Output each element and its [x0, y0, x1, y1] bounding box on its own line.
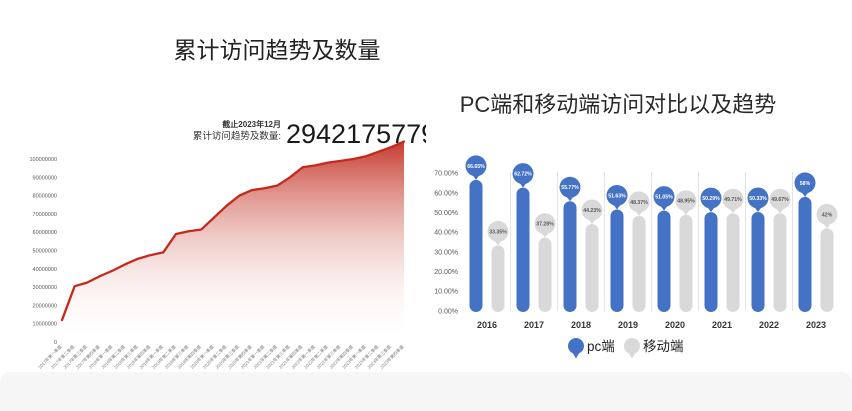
bar-mobile-2023	[820, 228, 834, 312]
total-visits-label: 累计访问趋势及数量:	[193, 130, 281, 142]
bar-mobile-2017	[538, 237, 552, 312]
value-bubble	[653, 186, 675, 208]
bar-pc-2020	[657, 210, 671, 312]
bubble-value-label: 50.33%	[749, 196, 767, 202]
y-axis-tick-label: 10000000	[33, 322, 57, 328]
bubble-value-label: 50.29%	[702, 196, 720, 202]
y-axis-tick-label: 80000000	[33, 194, 57, 200]
bubble-value-label: 51.05%	[655, 194, 673, 200]
y-axis-tick-label: 40.00%	[434, 230, 458, 237]
value-bubble	[606, 184, 628, 206]
bar-mobile-2016	[491, 245, 505, 312]
y-axis-tick-label: 100000000	[29, 157, 57, 163]
mobile-legend-marker-icon	[624, 338, 640, 354]
area-line-series	[60, 140, 406, 322]
total-visits-value: 2942175779	[286, 119, 426, 149]
bar-pc-2018	[563, 201, 577, 312]
bar-chart-plot: 0.00% 10.00% 20.00% 30.00% 40.00% 50.00% 60.00…	[434, 155, 838, 330]
bar-mobile-2018	[585, 223, 599, 312]
x-axis-year-label: 2023	[806, 320, 826, 330]
cumulative-visits-area-chart: 累计访问趋势及数量 截止2023年12月 累计访问趋势及数量: 29421757…	[29, 37, 426, 370]
bubble-value-label: 66.65%	[467, 164, 485, 170]
y-axis-tick-label: 40000000	[33, 267, 57, 273]
value-bubble	[487, 220, 509, 242]
bar-pc-2019	[610, 209, 624, 312]
value-bubble	[559, 176, 581, 198]
x-axis-year-label: 2018	[571, 320, 591, 330]
pc-legend-label: pc端	[587, 339, 615, 354]
x-axis-year-label: 2022	[759, 320, 779, 330]
value-bubble	[700, 187, 722, 209]
area-fill	[62, 141, 404, 342]
bubble-value-label: 49.71%	[724, 197, 742, 203]
y-axis-tick-label: 60.00%	[434, 190, 458, 197]
y-axis-tick-label: 20.00%	[434, 269, 458, 276]
y-axis-tick-label: 0	[54, 340, 57, 346]
value-bubble	[581, 199, 603, 221]
y-axis-tick-label: 10.00%	[434, 289, 458, 296]
value-bubble	[534, 213, 556, 235]
x-axis-year-label: 2016	[477, 320, 497, 330]
bubble-value-label: 33.35%	[489, 229, 507, 235]
value-bubble	[465, 155, 487, 177]
bubble-value-label: 49.67%	[771, 197, 789, 203]
bar-mobile-2022	[773, 213, 787, 312]
bubble-value-label: 58%	[800, 181, 811, 187]
bubble-value-label: 62.72%	[514, 172, 532, 178]
bubble-value-label: 51.63%	[608, 193, 626, 199]
right-chart-title: PC端和移动端访问对比以及趋势	[460, 92, 777, 117]
bar-mobile-2019	[632, 215, 646, 312]
value-bubble	[794, 172, 816, 194]
bar-pc-2021	[704, 212, 718, 312]
left-chart-title: 累计访问趋势及数量	[174, 37, 381, 63]
bubble-value-label: 37.28%	[536, 222, 554, 228]
x-axis-year-label: 2020	[665, 320, 685, 330]
value-bubble	[722, 188, 744, 210]
y-axis-tick-label: 90000000	[33, 175, 57, 181]
y-axis-tick-label: 70000000	[33, 212, 57, 218]
pc-legend-marker-tail-icon	[572, 352, 580, 359]
y-axis-tick-label: 60000000	[33, 230, 57, 236]
pc-legend-marker-icon	[568, 338, 584, 354]
x-axis-year-label: 2019	[618, 320, 638, 330]
value-bubble	[769, 188, 791, 210]
x-axis-year-label: 2021	[712, 320, 732, 330]
bar-mobile-2020	[679, 214, 693, 312]
bar-pc-2023	[798, 196, 812, 312]
chart-legend: pc端 移动端	[568, 338, 684, 359]
cumulative-visits-chart-panel: 累计访问趋势及数量 截止2023年12月 累计访问趋势及数量: 29421757…	[29, 37, 426, 370]
value-bubble	[628, 191, 650, 213]
x-axis-year-label: 2017	[524, 320, 544, 330]
bar-pc-2016	[469, 179, 483, 312]
value-bubble	[816, 203, 838, 225]
y-axis-tick-label: 0.00%	[438, 308, 458, 315]
y-axis-tick-label: 30.00%	[434, 249, 458, 256]
y-axis-tick-label: 50000000	[33, 249, 57, 255]
value-bubble	[512, 163, 534, 185]
bar-pc-2017	[516, 187, 530, 312]
y-axis-tick-label: 50.00%	[434, 210, 458, 217]
bar-pc-2022	[751, 212, 765, 312]
bubble-value-label: 48.37%	[630, 200, 648, 206]
bubble-value-label: 55.77%	[561, 185, 579, 191]
value-bubble	[747, 187, 769, 209]
bar-mobile-2021	[726, 213, 740, 312]
mobile-legend-marker-tail-icon	[628, 352, 636, 359]
value-bubble	[675, 190, 697, 212]
bubble-value-label: 44.23%	[583, 208, 601, 214]
y-axis-tick-label: 30000000	[33, 285, 57, 291]
mobile-legend-label: 移动端	[643, 339, 684, 354]
area-chart-plot: 0 10000000 20000000 30000000 40000000 5000000…	[29, 140, 406, 370]
as-of-date-label: 截止2023年12月	[222, 119, 281, 129]
pc-mobile-comparison-chart-panel: PC端和移动端访问对比以及趋势 0.00% 10.00% 20.00% 30.00% 4…	[426, 0, 852, 411]
bubble-value-label: 42%	[822, 212, 833, 218]
footer-strip	[0, 372, 852, 411]
y-axis-tick-label: 70.00%	[434, 171, 458, 178]
y-axis-tick-label: 20000000	[33, 303, 57, 309]
pc-mobile-bar-chart: PC端和移动端访问对比以及趋势 0.00% 10.00% 20.00% 30.00% 4…	[434, 92, 838, 359]
bubble-value-label: 48.95%	[677, 199, 695, 205]
